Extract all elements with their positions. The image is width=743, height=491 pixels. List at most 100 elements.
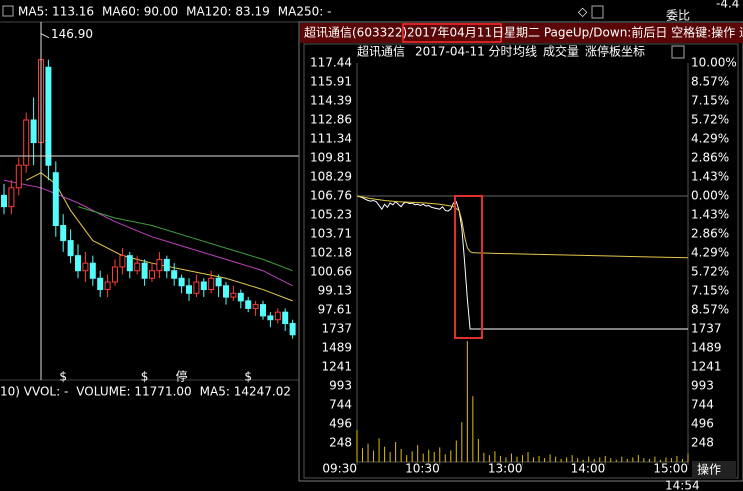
candle-body [104, 281, 111, 291]
price-tick-label: 111.34 [310, 131, 352, 145]
candle-body [82, 262, 89, 272]
percent-tick-label: 2.86% [691, 151, 729, 165]
percent-tick-label: 1.43% [691, 169, 729, 183]
time-tick-label: 14:00 [571, 462, 606, 476]
percent-tick-label: 10.00% [691, 56, 737, 70]
candle-body [112, 266, 118, 283]
percent-tick-label: 2.86% [691, 226, 729, 240]
candle-body [149, 270, 155, 279]
percent-tick-label: 7.15% [691, 284, 729, 298]
price-tick-label: 109.81 [310, 151, 352, 165]
volume-tick-label: 1489 [321, 340, 352, 354]
legend-item[interactable]: 涨停板坐标 [585, 44, 645, 59]
percent-tick-label: 1.43% [691, 208, 729, 222]
candle-body [215, 277, 222, 287]
volume-tick-label: 744 [691, 398, 714, 412]
highlight-box [454, 195, 483, 339]
date-box [402, 23, 502, 43]
candle-body [163, 258, 170, 272]
percent-tick-label: 4.29% [691, 246, 729, 260]
event-marker: 停 [176, 369, 188, 384]
volume-legend: 10) VVOL: - [0, 385, 68, 399]
candle-body [126, 255, 133, 272]
time-tick-label: 13:00 [488, 462, 523, 476]
candle-body [156, 258, 163, 272]
volume-tick-label: 496 [329, 417, 352, 431]
price-tick-label: 114.39 [310, 93, 352, 107]
candle-body [67, 240, 74, 257]
price-tick-label: 112.86 [310, 113, 352, 127]
side-text: -4.4 [716, 0, 739, 11]
legend-item[interactable]: 均线 [513, 45, 537, 59]
popup-title: 超讯通信(603322) [304, 25, 407, 40]
candle-body [119, 255, 126, 268]
percent-tick-label: 5.72% [691, 264, 729, 278]
event-marker: $ [244, 370, 252, 384]
price-tick-label: 117.44 [310, 56, 352, 70]
time-tick-label: 10:30 [405, 462, 440, 476]
volume-tick-label: 993 [691, 378, 714, 392]
event-marker: $ [59, 370, 67, 384]
candle-body [186, 285, 192, 294]
price-tick-label: 97.61 [318, 302, 352, 316]
percent-tick-label: 4.29% [691, 131, 729, 145]
volume-tick-label: 1241 [321, 359, 352, 373]
window-icon[interactable] [591, 5, 604, 19]
candle-body [52, 172, 59, 226]
candle-body [230, 292, 237, 298]
header-text: 星期二 PageUp/Down:前后日 空格键:操作 退 [504, 25, 743, 40]
high-label: 146.90 [51, 27, 93, 41]
candle-body [97, 277, 104, 291]
volume-tick-label: 1241 [691, 359, 722, 373]
price-tick-label: 105.23 [310, 208, 352, 222]
candle-body [252, 304, 259, 309]
menu-icon[interactable] [2, 5, 14, 17]
candle-body [267, 315, 274, 321]
plot-frame [303, 43, 739, 479]
volume-tick-label: 248 [691, 436, 714, 450]
volume-tick-label: 993 [329, 378, 352, 392]
time-tick-label: 09:30 [322, 462, 357, 476]
ma-line [77, 206, 293, 272]
candle-body [23, 119, 30, 166]
candle-body [141, 262, 148, 279]
ma-legend: MA60: 90.00 [102, 5, 178, 19]
price-tick-label: 115.91 [310, 75, 352, 89]
price-tick-label: 99.13 [318, 284, 352, 298]
candle-body [178, 277, 185, 287]
volume-tick-label: 496 [691, 417, 714, 431]
diamond-icon[interactable]: ◇ [578, 5, 588, 19]
ma-legend: MA120: 83.19 [186, 5, 270, 19]
volume-tick-label: 1489 [691, 340, 722, 354]
popup-header [300, 23, 743, 43]
candle-body [260, 304, 266, 317]
chart-mode: 2017-04-11 分时 [415, 45, 513, 59]
action-button[interactable] [692, 461, 736, 479]
candle-body [274, 311, 281, 321]
candle-body [134, 262, 141, 272]
volume-tick-label: 1737 [321, 322, 352, 336]
percent-tick-label: 8.57% [691, 75, 729, 89]
candle-body [237, 292, 244, 302]
event-marker: $ [141, 370, 149, 384]
percent-tick-label: 8.57% [691, 302, 729, 316]
candle-body [8, 187, 15, 208]
candle-body [289, 322, 296, 336]
ma-legend: MA250: - [278, 5, 332, 19]
candle-body [1, 194, 7, 208]
popup-window: 14:54 超讯通信(603322) 2017年04月11日 星期二 PageUp/D… [298, 21, 743, 491]
legend-item[interactable]: 成交量 [543, 44, 579, 59]
volume-legend: MA5: 14247.02 [200, 385, 291, 399]
volume-tick-label: 744 [329, 398, 352, 412]
volume-tick-label: 1737 [691, 322, 722, 336]
candle-body [45, 66, 52, 166]
candle-body [30, 119, 37, 144]
percent-tick-label: 5.72% [691, 113, 729, 127]
ma-legend: MA5: 113.16 [18, 5, 94, 19]
price-tick-label: 100.66 [310, 264, 352, 278]
candle-body [171, 270, 178, 279]
maximize-icon[interactable] [671, 45, 685, 59]
candle-body [282, 311, 289, 324]
price-tick-label: 108.29 [310, 169, 352, 183]
candle-body [60, 224, 67, 242]
